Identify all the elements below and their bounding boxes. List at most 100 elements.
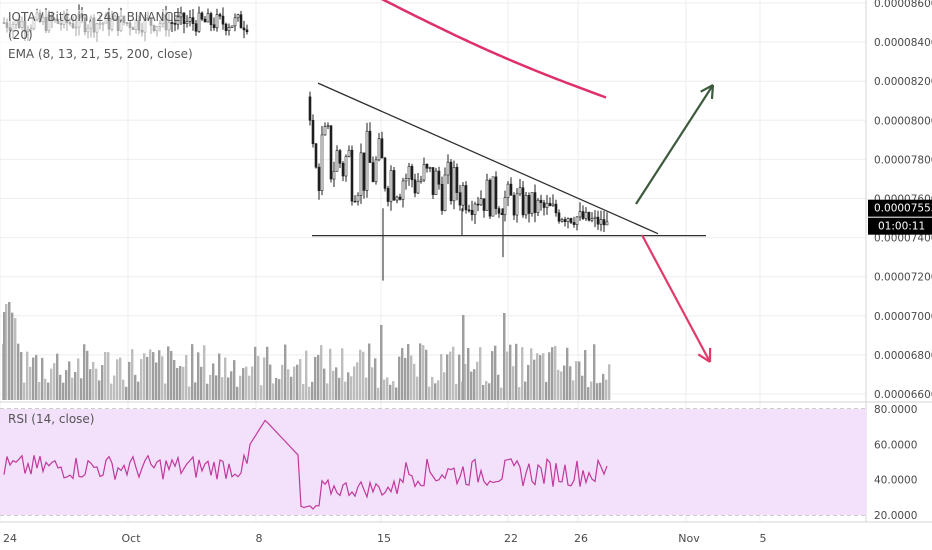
candle <box>467 204 471 213</box>
candle <box>344 154 348 182</box>
price-axis-label: 0.00008600 <box>874 0 932 10</box>
volume-bar <box>536 353 539 400</box>
volume-bar <box>458 354 461 400</box>
candle <box>479 190 483 206</box>
price-axis-label: 0.00008000 <box>874 115 932 127</box>
candle <box>227 23 231 36</box>
volume-bar <box>581 375 584 400</box>
volume-bar <box>452 346 455 400</box>
volume-bar <box>302 383 305 400</box>
volume-bar <box>491 351 494 400</box>
volume-bar <box>533 359 536 400</box>
volume-bar <box>167 346 170 400</box>
volume-bar <box>317 354 320 400</box>
volume-bar <box>494 345 497 400</box>
volume-bar <box>224 357 227 400</box>
candle <box>539 194 543 211</box>
candle <box>488 178 492 220</box>
candle <box>602 210 606 232</box>
volume-bar <box>551 347 554 400</box>
candle <box>566 217 570 229</box>
time-axis-label: 8 <box>256 532 263 545</box>
candle <box>482 198 486 218</box>
volume-bar <box>47 382 50 400</box>
volume-bar <box>140 359 143 400</box>
volume-bar <box>344 381 347 400</box>
time-axis-label: 15 <box>377 532 391 545</box>
volume-bar <box>149 349 152 400</box>
volume-bar <box>173 359 176 400</box>
volume-bar <box>608 364 611 400</box>
volume-bar <box>482 384 485 400</box>
volume-bar <box>143 353 146 400</box>
candle <box>512 192 516 221</box>
candle <box>485 173 489 211</box>
volume-bar <box>185 354 188 400</box>
volume-bar <box>314 356 317 400</box>
volume-bar <box>386 377 389 400</box>
breakdown-down-arrow <box>641 234 712 363</box>
volume-bar <box>293 366 296 400</box>
candle <box>401 177 405 208</box>
candle <box>191 9 195 31</box>
volume-bar <box>353 366 356 400</box>
candle <box>503 190 507 222</box>
volume-bar <box>590 381 593 400</box>
candle <box>443 167 447 212</box>
candle <box>437 166 441 190</box>
volume-bar <box>275 377 278 400</box>
countdown-marker <box>868 217 932 235</box>
rsi-axis-label: 60.0000 <box>874 439 917 451</box>
candle <box>506 181 510 207</box>
candle <box>371 156 375 183</box>
volume-bar <box>506 351 509 400</box>
candle <box>188 10 192 27</box>
candle <box>389 165 393 211</box>
volume-bar <box>62 382 65 400</box>
volume-bar <box>542 353 545 400</box>
volume-bar <box>584 350 587 400</box>
volume-bar <box>320 345 323 400</box>
volume-bar <box>206 383 209 400</box>
volume-bar <box>560 371 563 400</box>
price-axis-label: 0.00008200 <box>874 76 932 88</box>
candle <box>335 145 339 172</box>
volume-bar <box>134 374 137 400</box>
volume-bar <box>122 379 125 400</box>
candle <box>497 206 501 218</box>
volume-bar <box>104 351 107 400</box>
candle <box>323 122 327 136</box>
volume-bar <box>440 354 443 400</box>
candle <box>332 161 336 187</box>
volume-pane <box>2 302 611 400</box>
candle <box>419 175 423 184</box>
candle <box>170 13 174 33</box>
candle <box>398 193 402 201</box>
volume-bar <box>89 369 92 400</box>
volume-bar <box>395 387 398 400</box>
volume-bar <box>230 371 233 400</box>
ema-200-line <box>381 0 607 99</box>
volume-bar <box>59 374 62 400</box>
candle <box>368 122 372 163</box>
candle <box>476 196 480 212</box>
volume-bar <box>278 379 281 400</box>
candle <box>431 167 435 200</box>
candle <box>329 125 333 183</box>
volume-bar <box>347 372 350 400</box>
volume-bar <box>299 359 302 400</box>
volume-bar <box>263 357 266 400</box>
volume-bar <box>509 344 512 400</box>
volume-bar <box>485 381 488 400</box>
volume-bar <box>236 386 239 400</box>
candle <box>374 156 378 185</box>
volume-bar <box>200 366 203 400</box>
volume-bar <box>296 364 299 400</box>
candle <box>380 131 384 159</box>
volume-bar <box>107 352 110 400</box>
candle <box>464 181 468 214</box>
volume-bar <box>527 364 530 400</box>
volume-bar <box>371 367 374 400</box>
volume-bar <box>350 376 353 400</box>
